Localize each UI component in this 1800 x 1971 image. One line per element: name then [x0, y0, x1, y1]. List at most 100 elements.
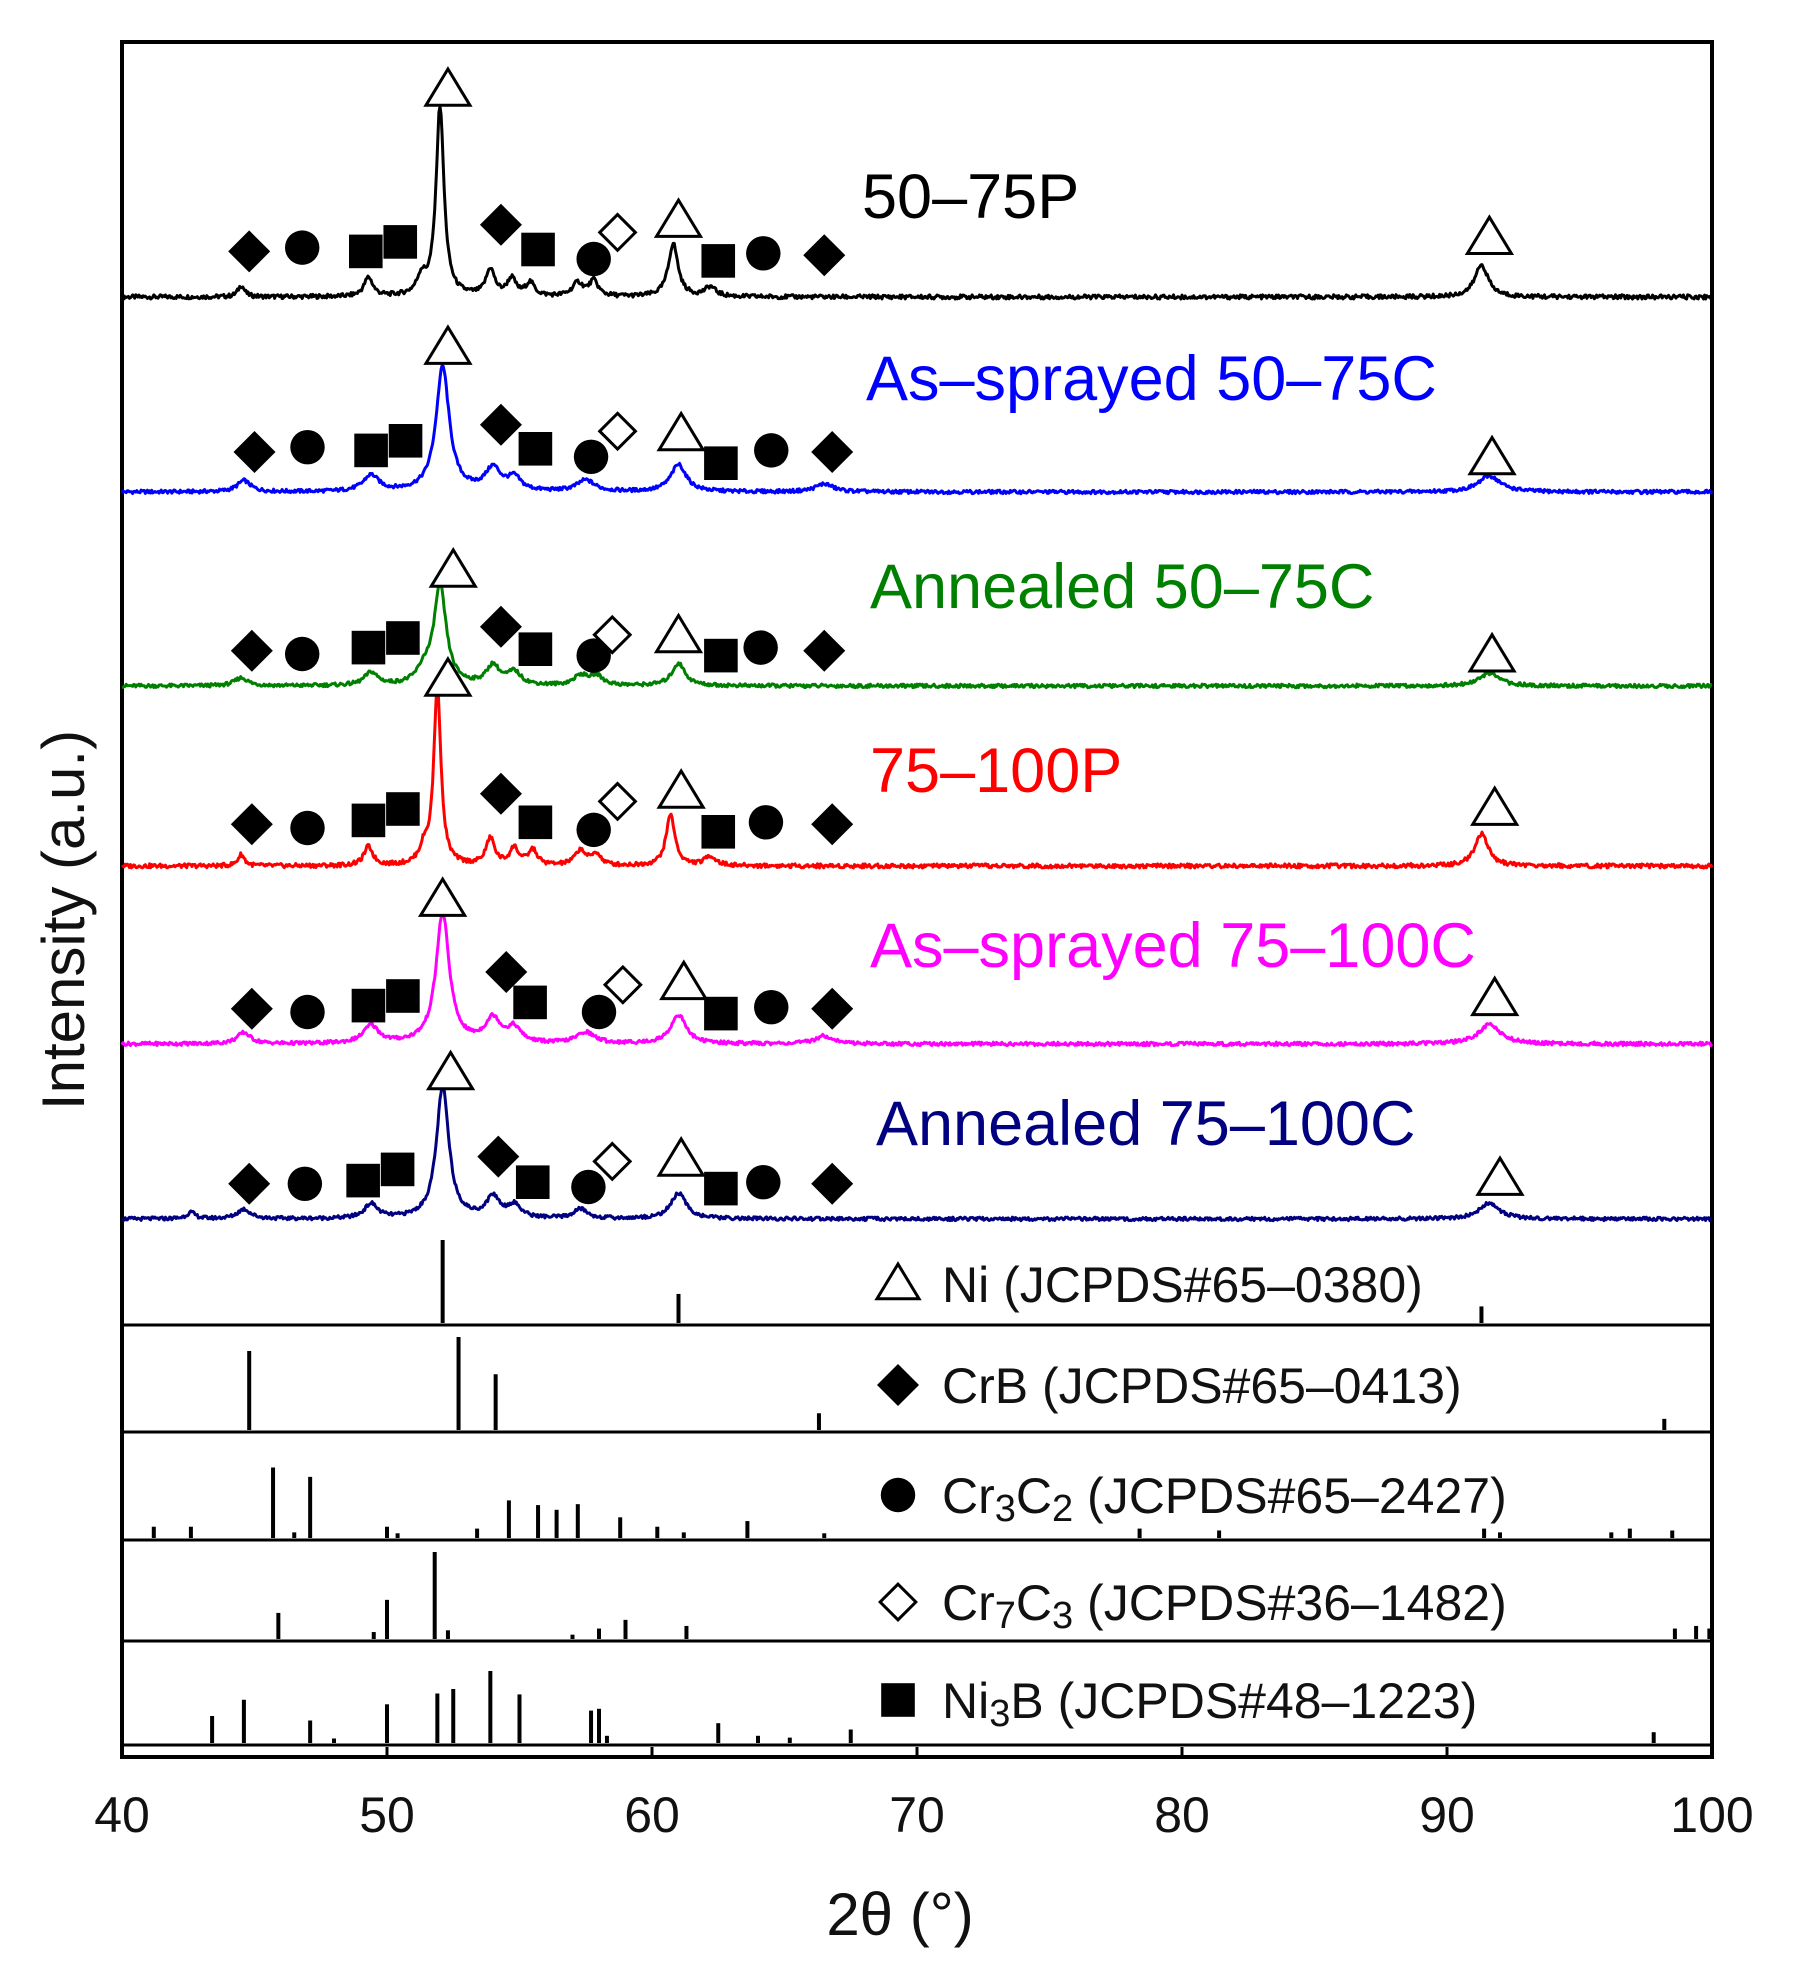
- phase-marker-square: [704, 996, 738, 1031]
- reference-legend-marker: [878, 1582, 918, 1622]
- phase-marker-triangle: [1470, 975, 1520, 1017]
- phase-marker-square: [351, 630, 386, 665]
- series-label: Annealed 75–100C: [876, 1089, 1415, 1159]
- x-tick-label: 50: [359, 1787, 415, 1843]
- phase-marker-circle: [576, 241, 611, 277]
- reference-lines: [151, 1240, 1712, 1743]
- phase-marker-circle: [287, 1166, 323, 1202]
- phase-marker-square: [518, 805, 553, 840]
- phase-marker-square: [346, 1163, 380, 1198]
- phase-marker-triangle: [653, 197, 704, 238]
- x-axis-title: 2θ (°): [826, 1881, 973, 1948]
- phase-marker-diamond-open: [597, 212, 638, 253]
- x-tick-label: 40: [94, 1787, 150, 1843]
- phase-marker-diamond: [230, 629, 273, 672]
- phase-marker-triangle: [417, 876, 468, 917]
- phase-marker-circle: [748, 805, 784, 840]
- phase-marker-triangle: [656, 768, 706, 809]
- phase-marker-triangle: [1475, 1155, 1525, 1196]
- reference-label: Ni3B (JCPDS#48–1223): [942, 1673, 1477, 1735]
- x-tick-label: 90: [1419, 1787, 1475, 1843]
- phase-marker-diamond: [485, 951, 528, 993]
- phase-marker-triangle: [428, 547, 478, 588]
- phase-marker-diamond: [228, 1162, 271, 1205]
- phase-marker-square: [388, 424, 423, 458]
- phase-markers: [228, 66, 1525, 1206]
- phase-marker-circle: [290, 429, 325, 465]
- phase-marker-circle: [290, 994, 325, 1030]
- phase-marker-triangle: [423, 66, 473, 107]
- phase-marker-diamond: [477, 1135, 520, 1178]
- reference-legend-marker: [881, 1683, 915, 1717]
- x-tick-label: 70: [889, 1787, 945, 1843]
- phase-marker-square: [701, 244, 736, 278]
- x-tick-label: 80: [1154, 1787, 1210, 1843]
- phase-marker-circle: [284, 230, 320, 265]
- phase-marker-diamond-open: [592, 614, 633, 655]
- phase-marker-triangle: [653, 612, 704, 654]
- phase-marker-triangle: [423, 656, 473, 697]
- phase-marker-diamond: [479, 403, 522, 446]
- reference-label: CrB (JCPDS#65–0413): [942, 1358, 1462, 1414]
- phase-marker-square: [518, 632, 553, 666]
- phase-marker-circle: [576, 812, 611, 848]
- phase-marker-diamond: [811, 431, 854, 473]
- phase-marker-square: [351, 803, 386, 838]
- series-label: 50–75P: [862, 162, 1079, 232]
- reference-legend-marker: [877, 1364, 919, 1406]
- reference-legend-marker: [880, 1477, 916, 1513]
- series-trace: [121, 1082, 1713, 1223]
- reference-label: Cr3C2 (JCPDS#65–2427): [942, 1468, 1507, 1530]
- reference-legend-marker: [874, 1261, 922, 1301]
- phase-marker-square: [386, 792, 420, 826]
- phase-marker-triangle: [1470, 785, 1520, 826]
- phase-marker-diamond-open: [602, 964, 643, 1005]
- phase-marker-square: [518, 432, 553, 466]
- phase-marker-diamond: [479, 605, 522, 648]
- phase-marker-circle: [746, 1164, 781, 1200]
- phase-marker-diamond: [228, 230, 271, 273]
- phase-marker-square: [386, 979, 420, 1013]
- series-trace: [120, 364, 1714, 496]
- phase-marker-diamond: [230, 987, 273, 1030]
- phase-marker-circle: [746, 236, 781, 271]
- x-tick-label: 60: [624, 1787, 680, 1843]
- phase-marker-diamond: [803, 234, 846, 277]
- phase-marker-square: [513, 985, 547, 1020]
- phase-marker-triangle: [659, 959, 709, 1001]
- reference-label: Ni (JCPDS#65–0380): [942, 1257, 1423, 1313]
- reference-label: Cr7C3 (JCPDS#36–1482): [942, 1575, 1507, 1637]
- phase-marker-circle: [581, 994, 617, 1030]
- phase-marker-circle: [573, 439, 609, 475]
- series-label: Annealed 50–75C: [870, 552, 1374, 622]
- series-trace: [120, 105, 1714, 301]
- phase-marker-circle: [571, 1169, 606, 1205]
- phase-marker-square: [351, 988, 386, 1023]
- phase-marker-square: [349, 234, 383, 269]
- phase-marker-square: [380, 1152, 415, 1187]
- phase-marker-square: [704, 446, 738, 480]
- phase-marker-diamond: [811, 987, 854, 1030]
- reference-legend: Ni (JCPDS#65–0380) CrB (JCPDS#65–0413) Cr3…: [874, 1257, 1507, 1735]
- phase-marker-diamond-open: [592, 1141, 633, 1182]
- phase-marker-triangle: [656, 410, 706, 452]
- series-traces: [120, 105, 1714, 1223]
- y-axis-title: Intensity (a.u.): [30, 730, 97, 1110]
- phase-marker-diamond: [230, 803, 273, 846]
- series-label: As–sprayed 75–100C: [870, 911, 1476, 981]
- phase-marker-square: [704, 638, 738, 673]
- phase-marker-triangle: [1467, 631, 1517, 673]
- phase-marker-triangle: [423, 324, 473, 365]
- phase-marker-diamond: [479, 203, 522, 246]
- phase-marker-square: [383, 225, 418, 259]
- phase-marker-diamond: [803, 629, 846, 672]
- phase-marker-diamond-open: [597, 411, 638, 452]
- phase-marker-circle: [576, 638, 611, 673]
- phase-marker-diamond-open: [597, 781, 638, 822]
- x-tick-label: 100: [1670, 1787, 1753, 1843]
- phase-marker-triangle: [1464, 214, 1515, 255]
- series-trace: [121, 682, 1714, 870]
- series-trace: [121, 580, 1713, 690]
- series-label: As–sprayed 50–75C: [866, 344, 1437, 414]
